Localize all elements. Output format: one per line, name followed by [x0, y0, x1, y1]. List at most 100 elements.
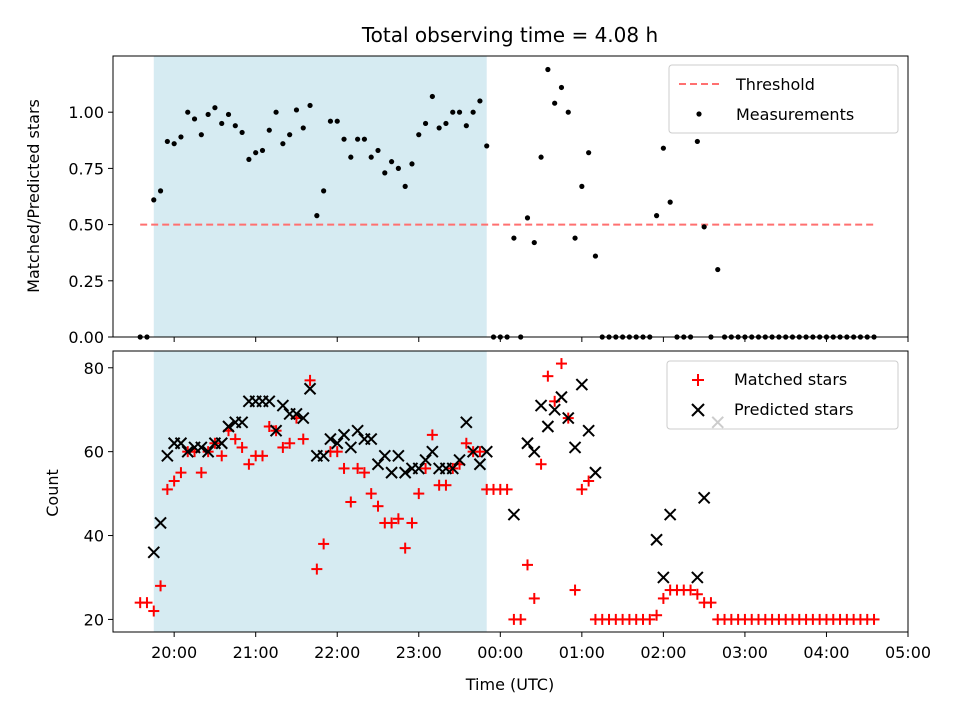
legend-predicted-swatch [691, 403, 705, 417]
matched-star-point [243, 458, 255, 470]
predicted-star-point [663, 508, 677, 521]
measurement-point [191, 116, 198, 122]
x-tick-label: 01:00 [559, 643, 605, 662]
measurement-point [361, 136, 368, 142]
x-tick-label: 00:00 [477, 643, 523, 662]
matched-star-point [168, 475, 180, 487]
measurement-point [463, 123, 469, 129]
measurement-point [701, 224, 707, 230]
matched-star-point [365, 488, 377, 500]
predicted-star-point [371, 458, 385, 471]
measurement-point [653, 213, 660, 219]
predicted-star-point [650, 533, 663, 546]
predicted-star-point [201, 445, 215, 458]
matched-star-point [555, 358, 567, 370]
matched-star-point [304, 374, 316, 386]
measurement-point [212, 105, 218, 111]
matched-star-point [195, 467, 207, 479]
measurement-point [545, 66, 551, 73]
matched-star-point [358, 467, 370, 479]
matched-star-point [148, 605, 160, 617]
predicted-star-point [269, 424, 283, 437]
predicted-star-point [378, 449, 392, 463]
measurement-point [558, 84, 565, 91]
predicted-star-point [528, 445, 541, 458]
predicted-star-point [297, 411, 310, 425]
predicted-star-point [154, 516, 167, 530]
matched-star-point [420, 462, 432, 474]
measurement-point [409, 161, 415, 167]
count-subplot: 20 40 60 80 20:00 21:00 22:00 23:00 00:00 01:00 0… [43, 350, 931, 694]
predicted-star-point [181, 445, 194, 458]
measurement-point [572, 235, 578, 241]
ratio-y-axis-label: Matched/Predicted stars [24, 99, 43, 293]
matched-star-point [352, 462, 364, 474]
matched-star-point [521, 559, 533, 571]
matched-star-point [297, 433, 309, 445]
measurement-point [259, 147, 266, 154]
measurement-point [715, 266, 721, 273]
predicted-star-point [263, 395, 276, 408]
measurement-point [511, 235, 517, 241]
measurement-point [450, 109, 456, 115]
matched-star-point [413, 488, 425, 500]
y-tick-label: 0.50 [68, 216, 104, 235]
matched-star-point [685, 584, 697, 596]
measurement-point [239, 129, 245, 136]
matched-star-point [474, 446, 486, 458]
matched-star-point [501, 483, 513, 495]
x-tick-label: 03:00 [722, 643, 768, 662]
predicted-star-point [426, 445, 439, 458]
measurement-point [185, 109, 191, 115]
measurement-point [565, 109, 571, 115]
matched-star-point [460, 437, 472, 449]
legend-matched-swatch [692, 374, 704, 386]
measurement-point [375, 147, 381, 154]
matched-star-point [705, 597, 717, 609]
predicted-star-point [276, 399, 290, 412]
measurement-point [287, 132, 293, 138]
measurement-point [314, 213, 320, 219]
measurement-point [157, 188, 164, 194]
predicted-star-point [555, 390, 568, 404]
measurement-point [300, 125, 306, 131]
ratio-legend: Threshold Measurements [668, 64, 899, 134]
measurement-point [178, 134, 184, 140]
matched-star-point [318, 538, 330, 550]
matched-star-point [155, 580, 167, 592]
predicted-star-point [541, 420, 555, 433]
predicted-star-point [344, 441, 358, 454]
measurement-point [219, 120, 225, 127]
measurement-point [531, 239, 537, 246]
matched-star-point [216, 450, 228, 462]
measurement-point [307, 102, 313, 109]
matched-star-point [535, 458, 547, 470]
predicted-star-point [453, 453, 466, 467]
measurement-point [253, 150, 259, 156]
measurement-point [667, 199, 673, 205]
matched-star-point [331, 446, 343, 458]
measurement-point [477, 98, 483, 104]
measurement-point [586, 150, 592, 156]
predicted-star-point [446, 462, 459, 475]
measurement-point [171, 141, 177, 147]
measurement-point [436, 125, 442, 131]
chart-title: Total observing time = 4.08 h [361, 23, 658, 47]
matched-star-point [277, 441, 289, 453]
y-tick-label: 60 [84, 443, 104, 462]
measurement-point [388, 159, 395, 165]
predicted-star-point [460, 416, 473, 429]
predicted-star-point [385, 466, 398, 479]
measurement-point [538, 154, 544, 160]
predicted-star-point [222, 420, 235, 433]
matched-star-point [229, 433, 241, 445]
predicted-star-point [480, 445, 493, 458]
matched-star-point [345, 496, 357, 508]
y-tick-label: 40 [84, 527, 104, 546]
predicted-star-point [419, 453, 432, 467]
matched-star-point [141, 597, 153, 609]
predicted-star-point [697, 491, 711, 504]
matched-star-point [576, 483, 588, 495]
predicted-star-point [235, 416, 249, 429]
